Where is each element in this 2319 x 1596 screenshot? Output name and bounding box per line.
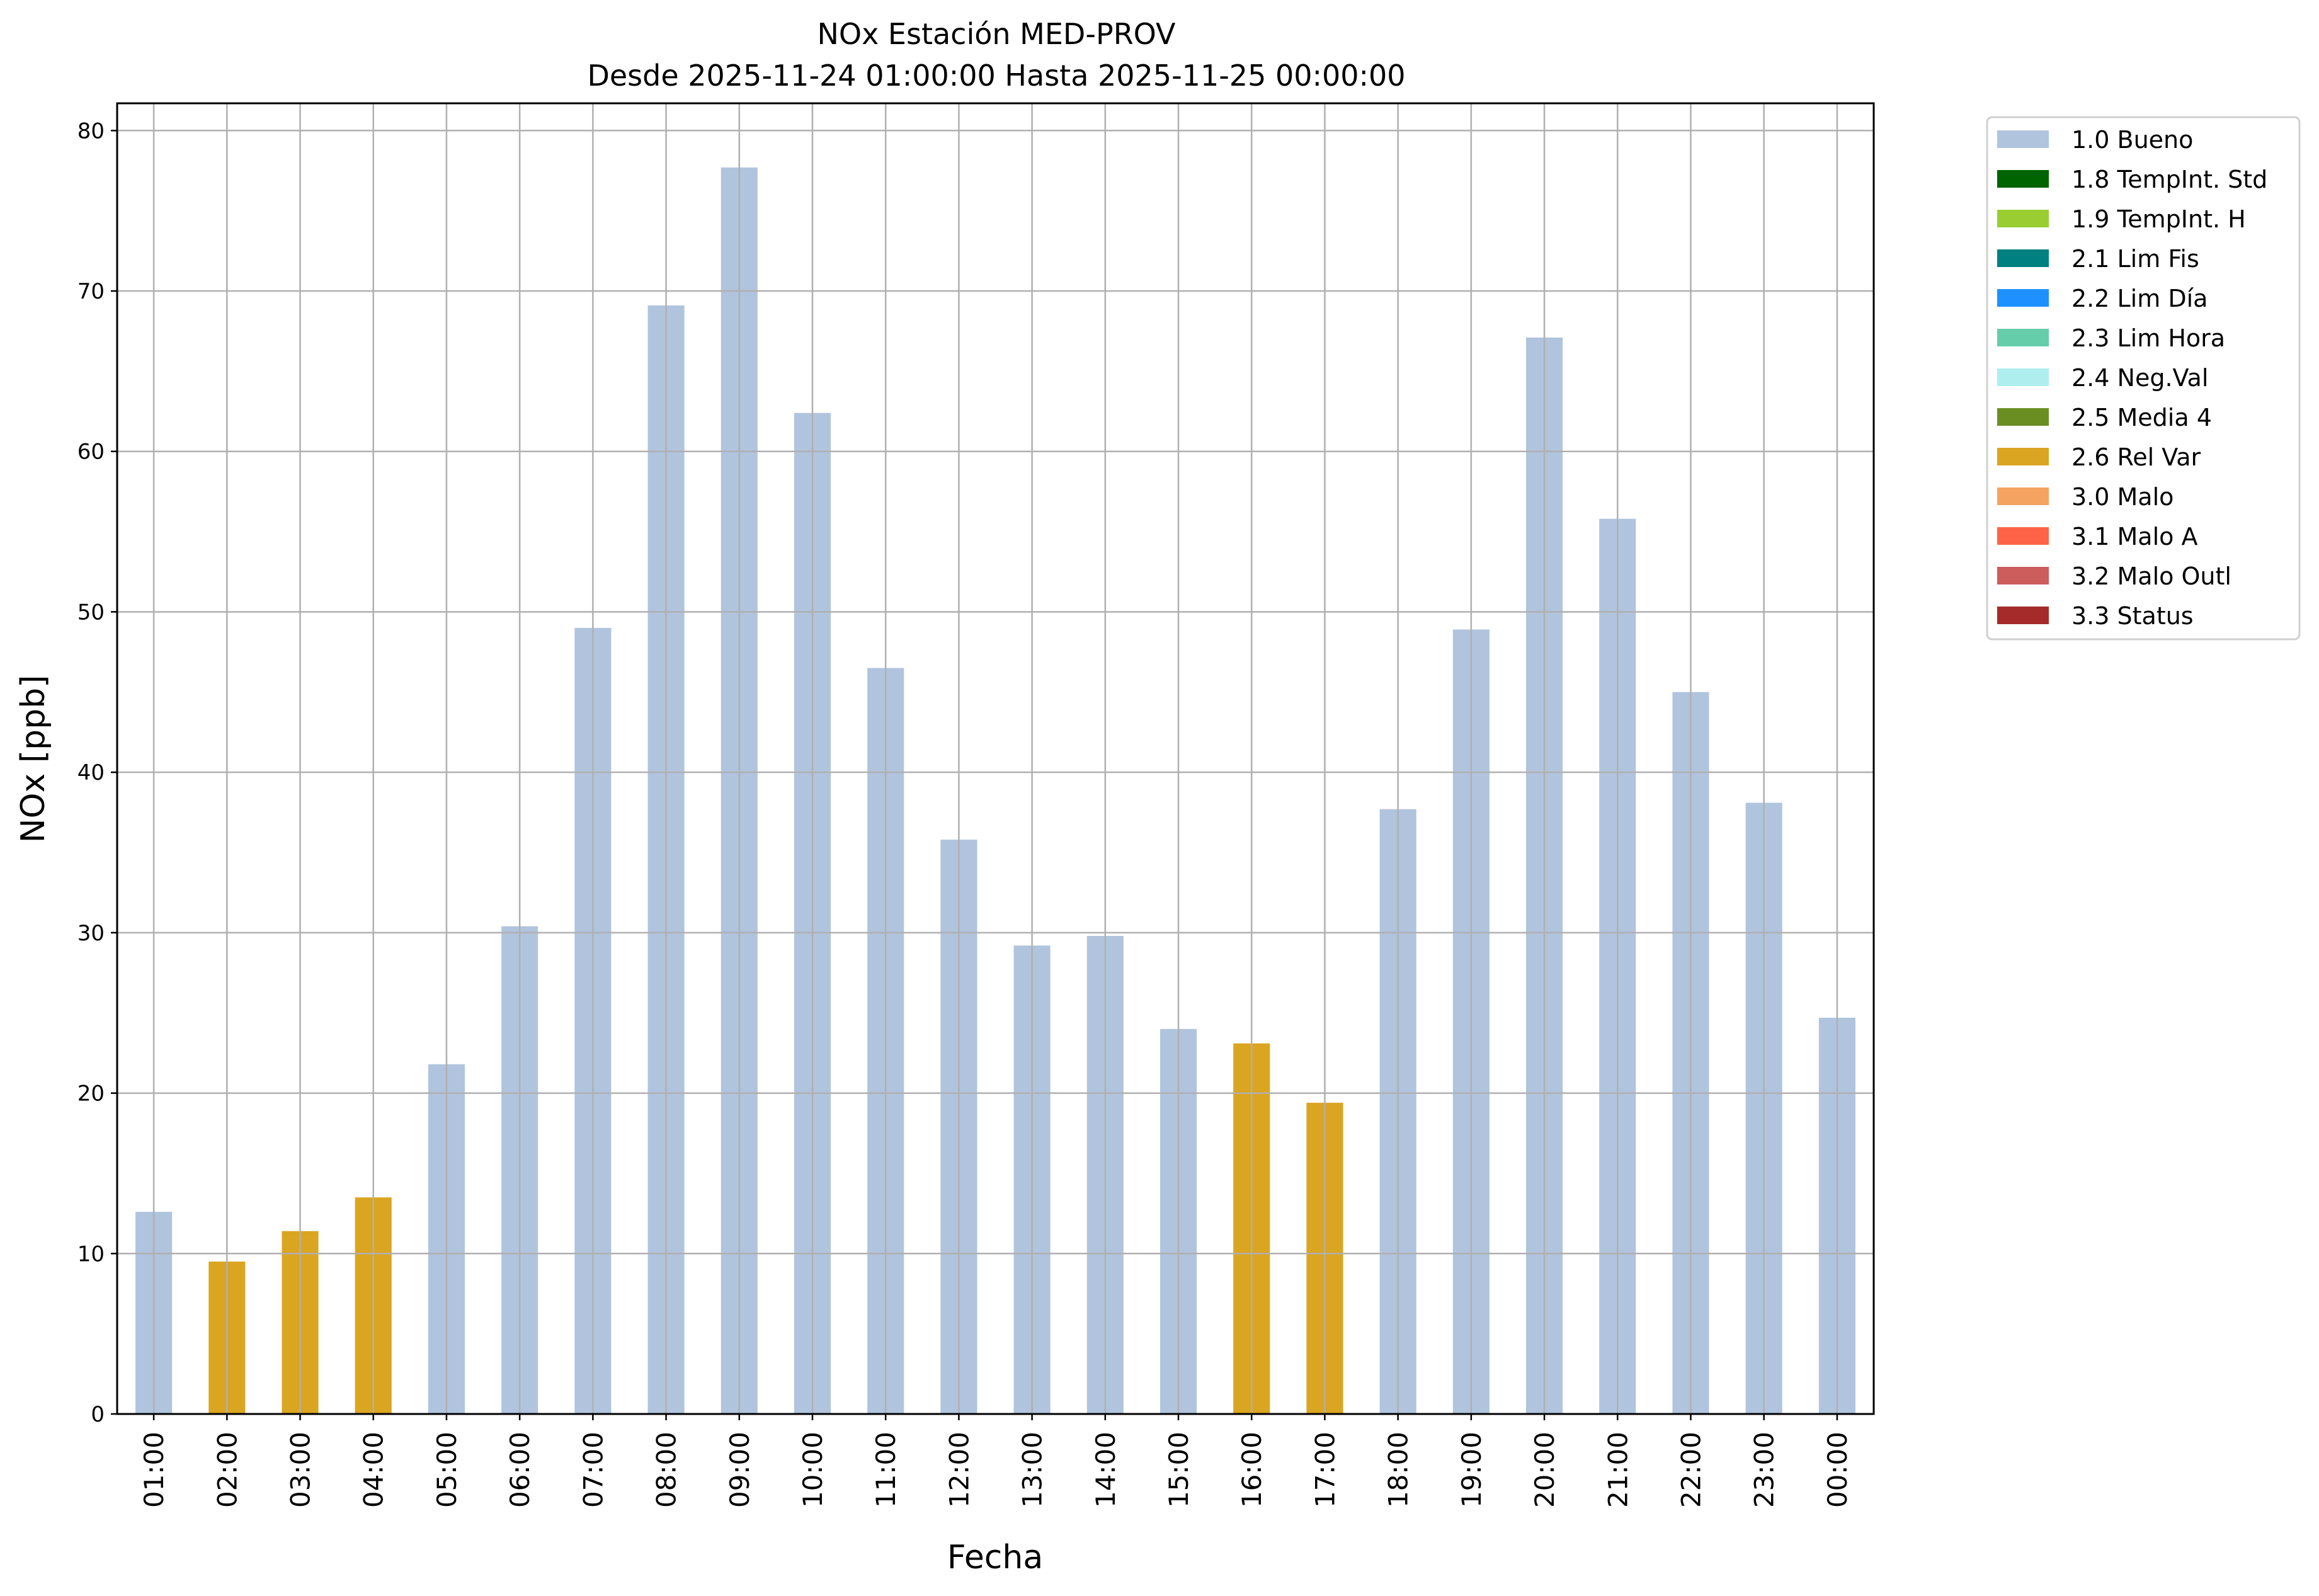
legend-swatch	[1997, 607, 2049, 624]
x-tick-label: 05:00	[431, 1432, 462, 1508]
legend-label: 2.5 Media 4	[2071, 404, 2212, 431]
legend-swatch	[1997, 170, 2049, 188]
x-tick-label: 00:00	[1822, 1432, 1853, 1508]
legend-label: 1.9 TempInt. H	[2071, 205, 2246, 233]
plot-frame	[116, 102, 1875, 1415]
x-tick-label: 10:00	[797, 1432, 828, 1508]
legend-swatch	[1997, 448, 2049, 465]
legend-swatch	[1997, 527, 2049, 545]
legend-label: 2.4 Neg.Val	[2071, 364, 2208, 392]
x-tick-label: 15:00	[1163, 1432, 1194, 1508]
legend-label: 3.1 Malo A	[2071, 523, 2197, 550]
y-tick-label: 20	[77, 1081, 105, 1107]
x-tick-label: 11:00	[870, 1432, 901, 1508]
y-tick-label: 60	[77, 440, 105, 465]
y-tick-label: 10	[77, 1241, 105, 1267]
x-tick-label: 16:00	[1236, 1432, 1267, 1508]
legend-box	[1986, 116, 2301, 641]
legend-swatch	[1997, 289, 2049, 307]
x-tick-label: 13:00	[1017, 1432, 1048, 1508]
x-tick-label: 14:00	[1090, 1432, 1121, 1508]
x-tick-label: 08:00	[651, 1432, 682, 1508]
x-tick-label: 21:00	[1602, 1432, 1633, 1508]
x-axis-label: Fecha	[947, 1539, 1043, 1576]
y-axis-label: NOx [ppb]	[14, 675, 52, 843]
legend-label: 3.2 Malo Outl	[2071, 562, 2231, 590]
x-tick-label: 04:00	[358, 1432, 389, 1508]
legend-swatch	[1997, 329, 2049, 346]
legend-label: 2.1 Lim Fis	[2071, 245, 2199, 273]
legend-swatch	[1997, 249, 2049, 267]
chart-title: NOx Estación MED-PROV	[817, 17, 1176, 51]
legend-label: 3.3 Status	[2071, 602, 2194, 630]
legend-label: 2.6 Rel Var	[2071, 443, 2201, 471]
legend-label: 2.2 Lim Día	[2071, 285, 2208, 312]
x-tick-label: 23:00	[1749, 1432, 1780, 1508]
legend-swatch	[1997, 408, 2049, 426]
x-axis-ticks: 01:00 02:00 03:00 04:00 05:00 06:00 07:00 08:00…	[139, 1414, 1853, 1508]
x-tick-label: 12:00	[943, 1432, 974, 1508]
y-axis-ticks: 0 10 20 30 40 50 60 70 80	[77, 118, 117, 1427]
y-tick-label: 30	[77, 921, 105, 946]
x-tick-label: 17:00	[1309, 1432, 1340, 1508]
x-tick-label: 03:00	[285, 1432, 316, 1508]
y-tick-label: 70	[77, 279, 105, 304]
y-tick-label: 40	[77, 760, 105, 785]
legend-swatch	[1997, 210, 2049, 227]
x-tick-label: 01:00	[139, 1432, 169, 1508]
x-tick-label: 09:00	[724, 1432, 755, 1508]
chart-subtitle: Desde 2025-11-24 01:00:00 Hasta 2025-11-…	[587, 59, 1405, 93]
grid	[117, 103, 1874, 1415]
x-tick-label: 20:00	[1529, 1432, 1560, 1508]
legend-label: 1.0 Bueno	[2071, 126, 2193, 154]
legend-swatch	[1997, 487, 2049, 505]
x-tick-label: 06:00	[504, 1432, 535, 1508]
x-tick-label: 18:00	[1383, 1432, 1414, 1508]
x-tick-label: 19:00	[1456, 1432, 1487, 1508]
legend-label: 1.8 TempInt. Std	[2071, 166, 2267, 193]
x-tick-label: 22:00	[1675, 1432, 1706, 1508]
x-tick-label: 07:00	[578, 1432, 608, 1508]
y-tick-label: 80	[77, 118, 105, 144]
legend-label: 2.3 Lim Hora	[2071, 324, 2225, 352]
legend: 1.0 Bueno 1.8 TempInt. Std 1.9 TempInt. H 2…	[1986, 116, 2301, 641]
legend-swatch	[1997, 368, 2049, 386]
legend-label: 3.0 Malo	[2071, 483, 2174, 511]
y-tick-label: 0	[91, 1402, 105, 1427]
x-tick-label: 02:00	[212, 1432, 242, 1508]
legend-swatch	[1997, 130, 2049, 148]
legend-swatch	[1997, 567, 2049, 584]
y-tick-label: 50	[77, 600, 105, 625]
